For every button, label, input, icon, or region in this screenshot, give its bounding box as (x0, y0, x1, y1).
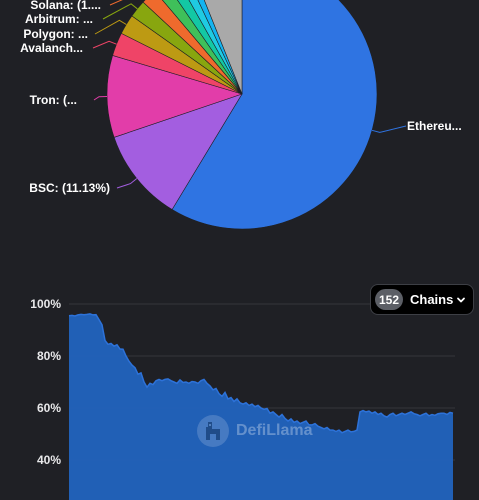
pie-leader-line-solana (109, 0, 123, 6)
pie-leader-line-ethereum (371, 125, 407, 133)
pie-label-arbitrum: Arbitrum: ... (25, 12, 93, 26)
pie-slice-other-4[interactable] (185, 0, 243, 95)
y-tick-label-100: 100% (30, 297, 61, 311)
pie-slice-other-1[interactable] (155, 0, 243, 95)
pie-slice-solana[interactable] (142, 0, 243, 95)
y-tick-label-60: 60% (37, 401, 61, 415)
chains-selector-button[interactable]: 152 Chains (370, 284, 474, 315)
pie-slice-other-3[interactable] (176, 0, 243, 95)
y-tick-label-80: 80% (37, 349, 61, 363)
pie-leader-line-arbitrum (102, 3, 138, 20)
y-tick-label-40: 40% (37, 453, 61, 467)
area-series-fill (69, 313, 453, 500)
pie-label-ethereum: Ethereu... (407, 119, 462, 133)
chains-count-badge: 152 (375, 289, 403, 310)
pie-label-avalanche: Avalanch... (20, 41, 83, 55)
pie-label-bsc: BSC: (11.13%) (29, 181, 110, 195)
chains-selector-label: Chains (410, 292, 454, 307)
pie-slice-other-2[interactable] (166, 0, 243, 95)
chevron-down-icon (455, 294, 467, 306)
pie-leader-line-tron (93, 96, 108, 101)
pie-chart: Ethereu... BSC: (11.13%) Tron: (... Avalanc… (20, 0, 462, 230)
pie-leader-line-polygon (94, 19, 127, 35)
pie-label-polygon: Polygon: ... (23, 27, 88, 41)
pie-slice-tron[interactable] (106, 55, 243, 138)
pie-slice-others[interactable] (192, 0, 243, 95)
area-series-line (68, 313, 454, 434)
pie-leader-line-bsc (116, 178, 138, 189)
area-chart: 100% 80% 60% 40% (30, 297, 455, 500)
pie-label-tron: Tron: (... (30, 93, 77, 107)
pie-leader-line-avalanche (92, 40, 117, 49)
pie-label-solana: Solana: (1.... (30, 0, 101, 12)
